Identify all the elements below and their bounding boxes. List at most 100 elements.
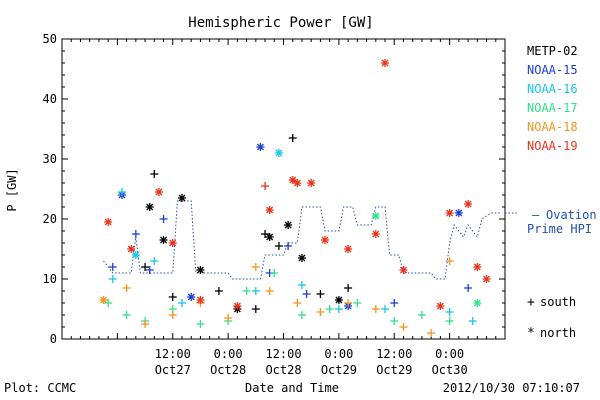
south-marker bbox=[293, 299, 302, 307]
south-marker bbox=[104, 299, 113, 307]
north-marker bbox=[445, 209, 454, 217]
south-marker bbox=[224, 314, 233, 322]
chart-title: Hemispheric Power [GW] bbox=[188, 15, 373, 31]
south-marker bbox=[297, 281, 306, 289]
south-marker bbox=[251, 305, 260, 313]
x-axis-label: Date and Time bbox=[245, 381, 339, 395]
plot-credit: Plot: CCMC bbox=[4, 381, 76, 395]
ovation-legend-label: Prime HPI bbox=[527, 222, 592, 236]
south-marker bbox=[270, 269, 279, 277]
south-marker bbox=[150, 170, 159, 178]
south-marker bbox=[353, 299, 362, 307]
south-marker bbox=[122, 284, 131, 292]
south-marker bbox=[302, 290, 311, 298]
north-marker bbox=[288, 176, 297, 184]
ovation-legend-label: Ovation bbox=[546, 208, 597, 222]
y-tick-label: 10 bbox=[43, 272, 57, 286]
south-marker bbox=[445, 308, 454, 316]
north-marker bbox=[196, 266, 205, 274]
plot-frame bbox=[61, 38, 506, 340]
north-marker bbox=[334, 296, 343, 304]
north-marker bbox=[265, 206, 274, 214]
south-marker bbox=[381, 305, 390, 313]
data-points bbox=[99, 59, 491, 337]
south-marker bbox=[108, 263, 117, 271]
south-marker bbox=[214, 287, 223, 295]
legend-series-label: NOAA-16 bbox=[527, 82, 578, 96]
south-marker bbox=[108, 275, 117, 283]
south-marker bbox=[427, 329, 436, 337]
x-tick-label-time: 0:00 bbox=[324, 347, 353, 361]
north-marker bbox=[371, 212, 380, 220]
south-marker bbox=[117, 188, 126, 196]
south-marker bbox=[316, 308, 325, 316]
y-tick-label: 30 bbox=[43, 152, 57, 166]
x-tick-label-date: Oct28 bbox=[210, 363, 246, 377]
y-tick-label: 40 bbox=[43, 92, 57, 106]
y-tick-label: 20 bbox=[43, 212, 57, 226]
north-marker bbox=[131, 251, 140, 259]
x-tick-label-date: Oct30 bbox=[432, 363, 468, 377]
south-marker bbox=[131, 230, 140, 238]
south-marker bbox=[464, 284, 473, 292]
north-marker bbox=[265, 233, 274, 241]
plot-timestamp: 2012/10/30 07:10:07 bbox=[443, 381, 580, 395]
north-marker bbox=[177, 194, 186, 202]
south-marker bbox=[251, 287, 260, 295]
south-marker bbox=[196, 320, 205, 328]
south-marker bbox=[344, 299, 353, 307]
x-tick-label-time: 0:00 bbox=[214, 347, 243, 361]
x-tick-label-time: 12:00 bbox=[376, 347, 412, 361]
north-marker bbox=[321, 236, 330, 244]
south-marker bbox=[371, 305, 380, 313]
south-marker bbox=[344, 284, 353, 292]
south-marker bbox=[265, 287, 274, 295]
legend-series-label: NOAA-15 bbox=[527, 63, 578, 77]
south-marker bbox=[468, 317, 477, 325]
x-tick-label-time: 0:00 bbox=[435, 347, 464, 361]
marker-legend-symbol: * bbox=[527, 326, 535, 341]
south-marker bbox=[288, 134, 297, 142]
north-marker bbox=[399, 266, 408, 274]
south-marker bbox=[399, 323, 408, 331]
north-marker bbox=[284, 221, 293, 229]
marker-legend-label: north bbox=[540, 326, 576, 340]
south-marker bbox=[242, 287, 251, 295]
south-marker bbox=[417, 311, 426, 319]
north-marker bbox=[464, 200, 473, 208]
north-marker bbox=[436, 302, 445, 310]
y-tick-label: 50 bbox=[43, 32, 57, 46]
ovation-legend-dash: — bbox=[532, 208, 540, 222]
south-marker bbox=[261, 182, 270, 190]
y-tick-label: 0 bbox=[50, 332, 57, 346]
x-tick-label-date: Oct28 bbox=[265, 363, 301, 377]
legend-series-label: NOAA-17 bbox=[527, 101, 578, 115]
north-marker bbox=[473, 263, 482, 271]
south-marker bbox=[177, 299, 186, 307]
south-marker bbox=[141, 263, 150, 271]
north-marker bbox=[344, 245, 353, 253]
north-marker bbox=[154, 188, 163, 196]
south-marker bbox=[168, 293, 177, 301]
south-marker bbox=[168, 311, 177, 319]
south-marker bbox=[141, 320, 150, 328]
x-tick-label-time: 12:00 bbox=[155, 347, 191, 361]
south-marker bbox=[297, 311, 306, 319]
south-marker bbox=[445, 257, 454, 265]
north-marker bbox=[256, 143, 265, 151]
plot-axes: 0 10 20 30 40 50 12:00 Oct27 0:00 Oct28 12:00 Oct28… bbox=[43, 32, 506, 377]
x-tick-label-time: 12:00 bbox=[265, 347, 301, 361]
north-marker bbox=[454, 209, 463, 217]
north-marker bbox=[233, 302, 242, 310]
marker-legend-symbol: + bbox=[527, 295, 535, 310]
south-marker bbox=[150, 257, 159, 265]
marker-legend-label: south bbox=[540, 295, 576, 309]
south-marker bbox=[445, 317, 454, 325]
south-marker bbox=[390, 317, 399, 325]
legend: METP-02 NOAA-15 NOAA-16 NOAA-17 NOAA-18 NOAA-… bbox=[527, 44, 597, 341]
legend-series-label: NOAA-18 bbox=[527, 120, 578, 134]
south-marker bbox=[261, 230, 270, 238]
north-marker bbox=[104, 218, 113, 226]
north-marker bbox=[168, 239, 177, 247]
south-marker bbox=[334, 305, 343, 313]
